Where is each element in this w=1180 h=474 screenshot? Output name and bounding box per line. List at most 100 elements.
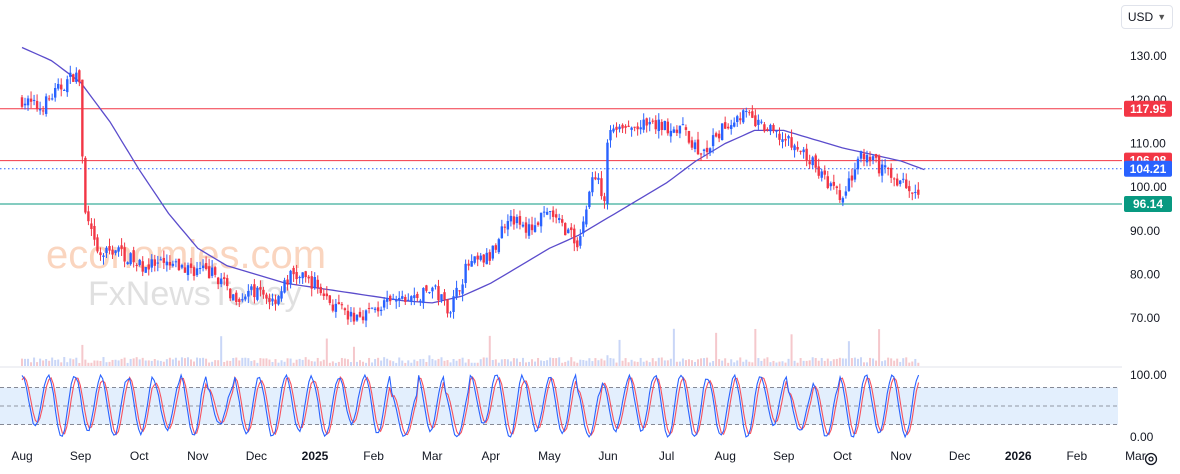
volume-bar xyxy=(875,360,878,366)
candle-body xyxy=(533,225,537,232)
candle-body xyxy=(229,288,232,299)
month-label: Nov xyxy=(890,449,911,463)
volume-bar xyxy=(319,361,322,366)
month-label: Oct xyxy=(130,449,149,463)
candle-body xyxy=(431,287,434,292)
month-label: Aug xyxy=(11,449,32,463)
volume-bar xyxy=(464,362,467,366)
volume-bar xyxy=(540,360,543,366)
volume-bar xyxy=(105,362,108,366)
candle-body xyxy=(364,310,368,321)
candle-body xyxy=(512,216,516,225)
candle-body xyxy=(557,218,561,221)
volume-bar xyxy=(30,362,33,366)
volume-bar xyxy=(446,360,449,366)
volume-bar xyxy=(392,361,395,366)
candle-body xyxy=(57,83,60,89)
volume-bar xyxy=(914,358,917,366)
volume-bar xyxy=(422,358,425,366)
candle-body xyxy=(117,247,120,252)
candle-body xyxy=(657,119,660,132)
volume-bar xyxy=(612,358,615,366)
candle-body xyxy=(545,211,549,215)
candle-body xyxy=(286,279,289,285)
candle-body xyxy=(66,79,69,93)
candle-body xyxy=(241,299,244,301)
settings-icon[interactable] xyxy=(1141,449,1161,469)
volume-bar xyxy=(645,360,648,366)
candle-body xyxy=(500,226,504,239)
stoch-k-line xyxy=(21,372,920,439)
volume-bar xyxy=(383,357,386,366)
candle-body xyxy=(717,133,721,139)
candle-body xyxy=(539,212,543,227)
candle-body xyxy=(268,297,271,302)
volume-bar xyxy=(346,359,349,366)
candle-body xyxy=(829,183,832,187)
month-label: Mar xyxy=(422,449,443,463)
currency-selector-button[interactable]: USD ▼ xyxy=(1121,5,1173,29)
volume-bar xyxy=(217,360,220,366)
candle-body xyxy=(126,262,129,265)
volume-bar xyxy=(503,359,506,366)
volume-bar xyxy=(853,357,856,366)
candle-body xyxy=(787,136,790,139)
volume-bar xyxy=(437,358,440,366)
volume-bar xyxy=(869,357,872,366)
candle-body xyxy=(410,296,413,302)
volume-bar xyxy=(672,328,675,366)
candle-body xyxy=(672,129,676,133)
candle-body xyxy=(612,128,615,132)
volume-bar xyxy=(174,357,177,366)
candle-body xyxy=(527,224,531,236)
candle-body xyxy=(238,299,241,302)
candle-body xyxy=(277,296,280,305)
volume-bar xyxy=(66,362,69,366)
volume-bar xyxy=(268,359,271,366)
volume-bar xyxy=(440,357,443,366)
volume-bar xyxy=(497,362,500,366)
candle-body xyxy=(808,161,811,165)
volume-bar xyxy=(808,360,811,366)
candle-body xyxy=(135,264,138,266)
volume-bar xyxy=(793,360,796,366)
volume-bar xyxy=(633,361,636,366)
volume-bar xyxy=(141,357,144,366)
volume-bar xyxy=(727,362,730,366)
candle-body xyxy=(748,112,751,114)
candle-body xyxy=(343,308,347,311)
candle-body xyxy=(449,312,452,314)
volume-bar xyxy=(102,357,105,366)
volume-bar xyxy=(235,357,238,366)
candle-body xyxy=(627,125,630,127)
candle-body xyxy=(81,79,84,157)
candle-body xyxy=(132,250,135,263)
candle-body xyxy=(736,116,739,122)
month-label: Sep xyxy=(773,449,795,463)
volume-bar xyxy=(733,362,736,366)
candle-body xyxy=(388,295,392,302)
candle-body xyxy=(401,296,404,299)
volume-bar xyxy=(202,357,205,366)
volume-bar xyxy=(687,359,690,366)
volume-bar xyxy=(298,358,301,366)
volume-bar xyxy=(352,346,355,366)
volume-bars xyxy=(21,328,920,366)
candle-body xyxy=(425,285,428,291)
candle-body xyxy=(219,278,223,285)
candle-body xyxy=(594,177,597,180)
volume-bar xyxy=(893,360,896,366)
candle-body xyxy=(50,98,54,100)
candle-body xyxy=(847,178,851,191)
volume-bar xyxy=(60,362,63,366)
candle-body xyxy=(820,171,823,178)
month-label: Nov xyxy=(187,449,208,463)
volume-bar xyxy=(247,358,250,366)
volume-bar xyxy=(757,358,760,366)
candle-body xyxy=(307,276,310,279)
volume-bar xyxy=(190,359,193,366)
candle-body xyxy=(696,139,700,155)
volume-bar xyxy=(594,358,597,366)
candle-body xyxy=(554,214,558,218)
month-label: Dec xyxy=(949,449,970,463)
